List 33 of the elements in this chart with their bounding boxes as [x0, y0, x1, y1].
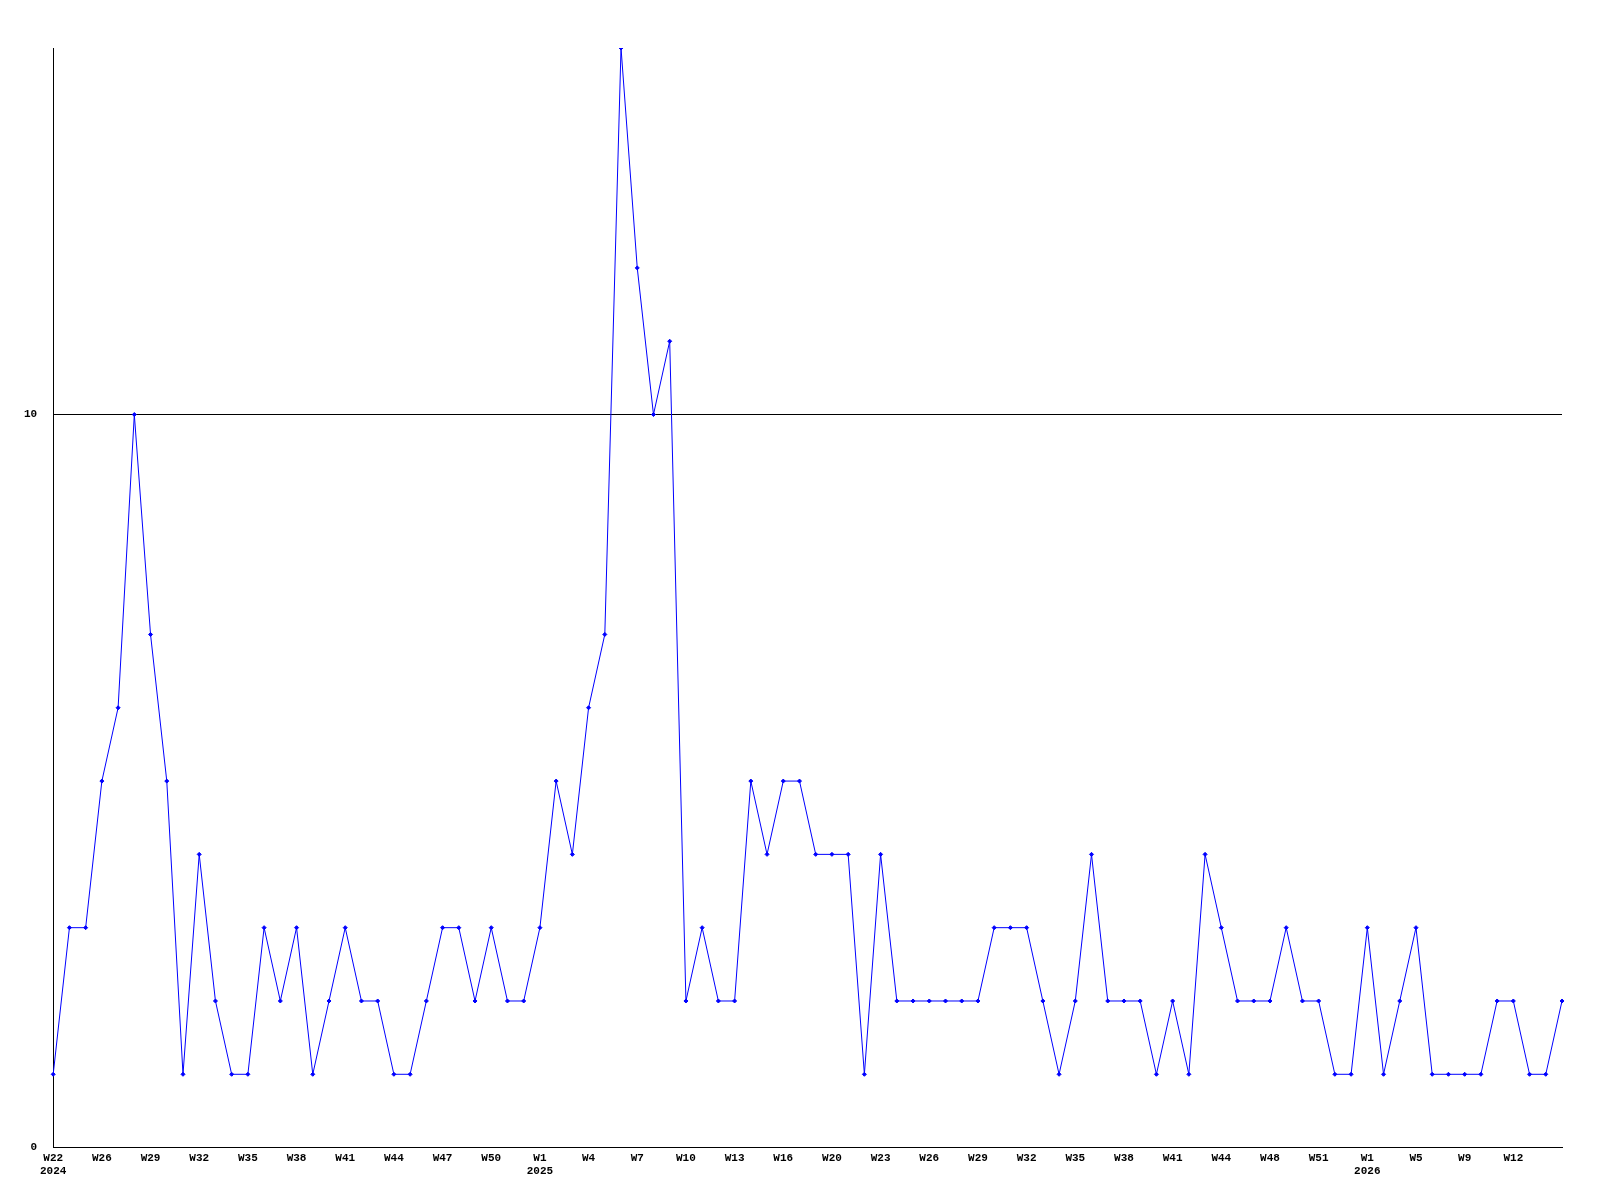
x-tick-label: W32	[189, 1151, 210, 1164]
x-tick-label: W50	[481, 1151, 502, 1164]
x-tick-label: W32	[1016, 1151, 1037, 1164]
x-tick-label: W26	[919, 1151, 940, 1164]
x-tick-label: W20	[822, 1151, 842, 1164]
x-tick-label: W29	[968, 1151, 988, 1164]
y-tick-label: 10	[24, 408, 38, 421]
x-tick-label: W38	[286, 1151, 307, 1164]
x-tick-label: W7	[630, 1151, 644, 1164]
x-tick-label: W35	[237, 1151, 259, 1164]
x-tick-label: W1 2025	[526, 1151, 554, 1178]
x-tick-label: W51	[1308, 1151, 1329, 1164]
x-tick-label: W44	[383, 1151, 405, 1164]
y-tick-label: 0	[30, 1141, 38, 1154]
x-tick-label: W38	[1114, 1151, 1135, 1164]
x-tick-label: W9	[1458, 1151, 1472, 1164]
x-tick-label: W22 2024	[40, 1151, 67, 1178]
x-tick-label: W29	[140, 1151, 161, 1164]
x-tick-label: W10	[676, 1151, 696, 1164]
x-tick-label: W12	[1503, 1151, 1524, 1164]
x-tick-label: W41	[335, 1151, 356, 1164]
x-tick-label: W5	[1409, 1151, 1423, 1164]
x-tick-label: W4	[581, 1151, 596, 1164]
x-tick-label: W13	[724, 1151, 745, 1164]
x-tick-label: W23	[870, 1151, 891, 1164]
x-tick-label: W47	[432, 1151, 453, 1164]
x-tick-label: W48	[1260, 1151, 1281, 1164]
x-tick-label: W1 2026	[1354, 1151, 1381, 1178]
x-tick-label: W16	[773, 1151, 794, 1164]
x-tick-label: W41	[1162, 1151, 1183, 1164]
x-tick-label: W35	[1065, 1151, 1086, 1164]
x-tick-label: W44	[1211, 1151, 1232, 1164]
x-tick-label: W26	[91, 1151, 112, 1164]
